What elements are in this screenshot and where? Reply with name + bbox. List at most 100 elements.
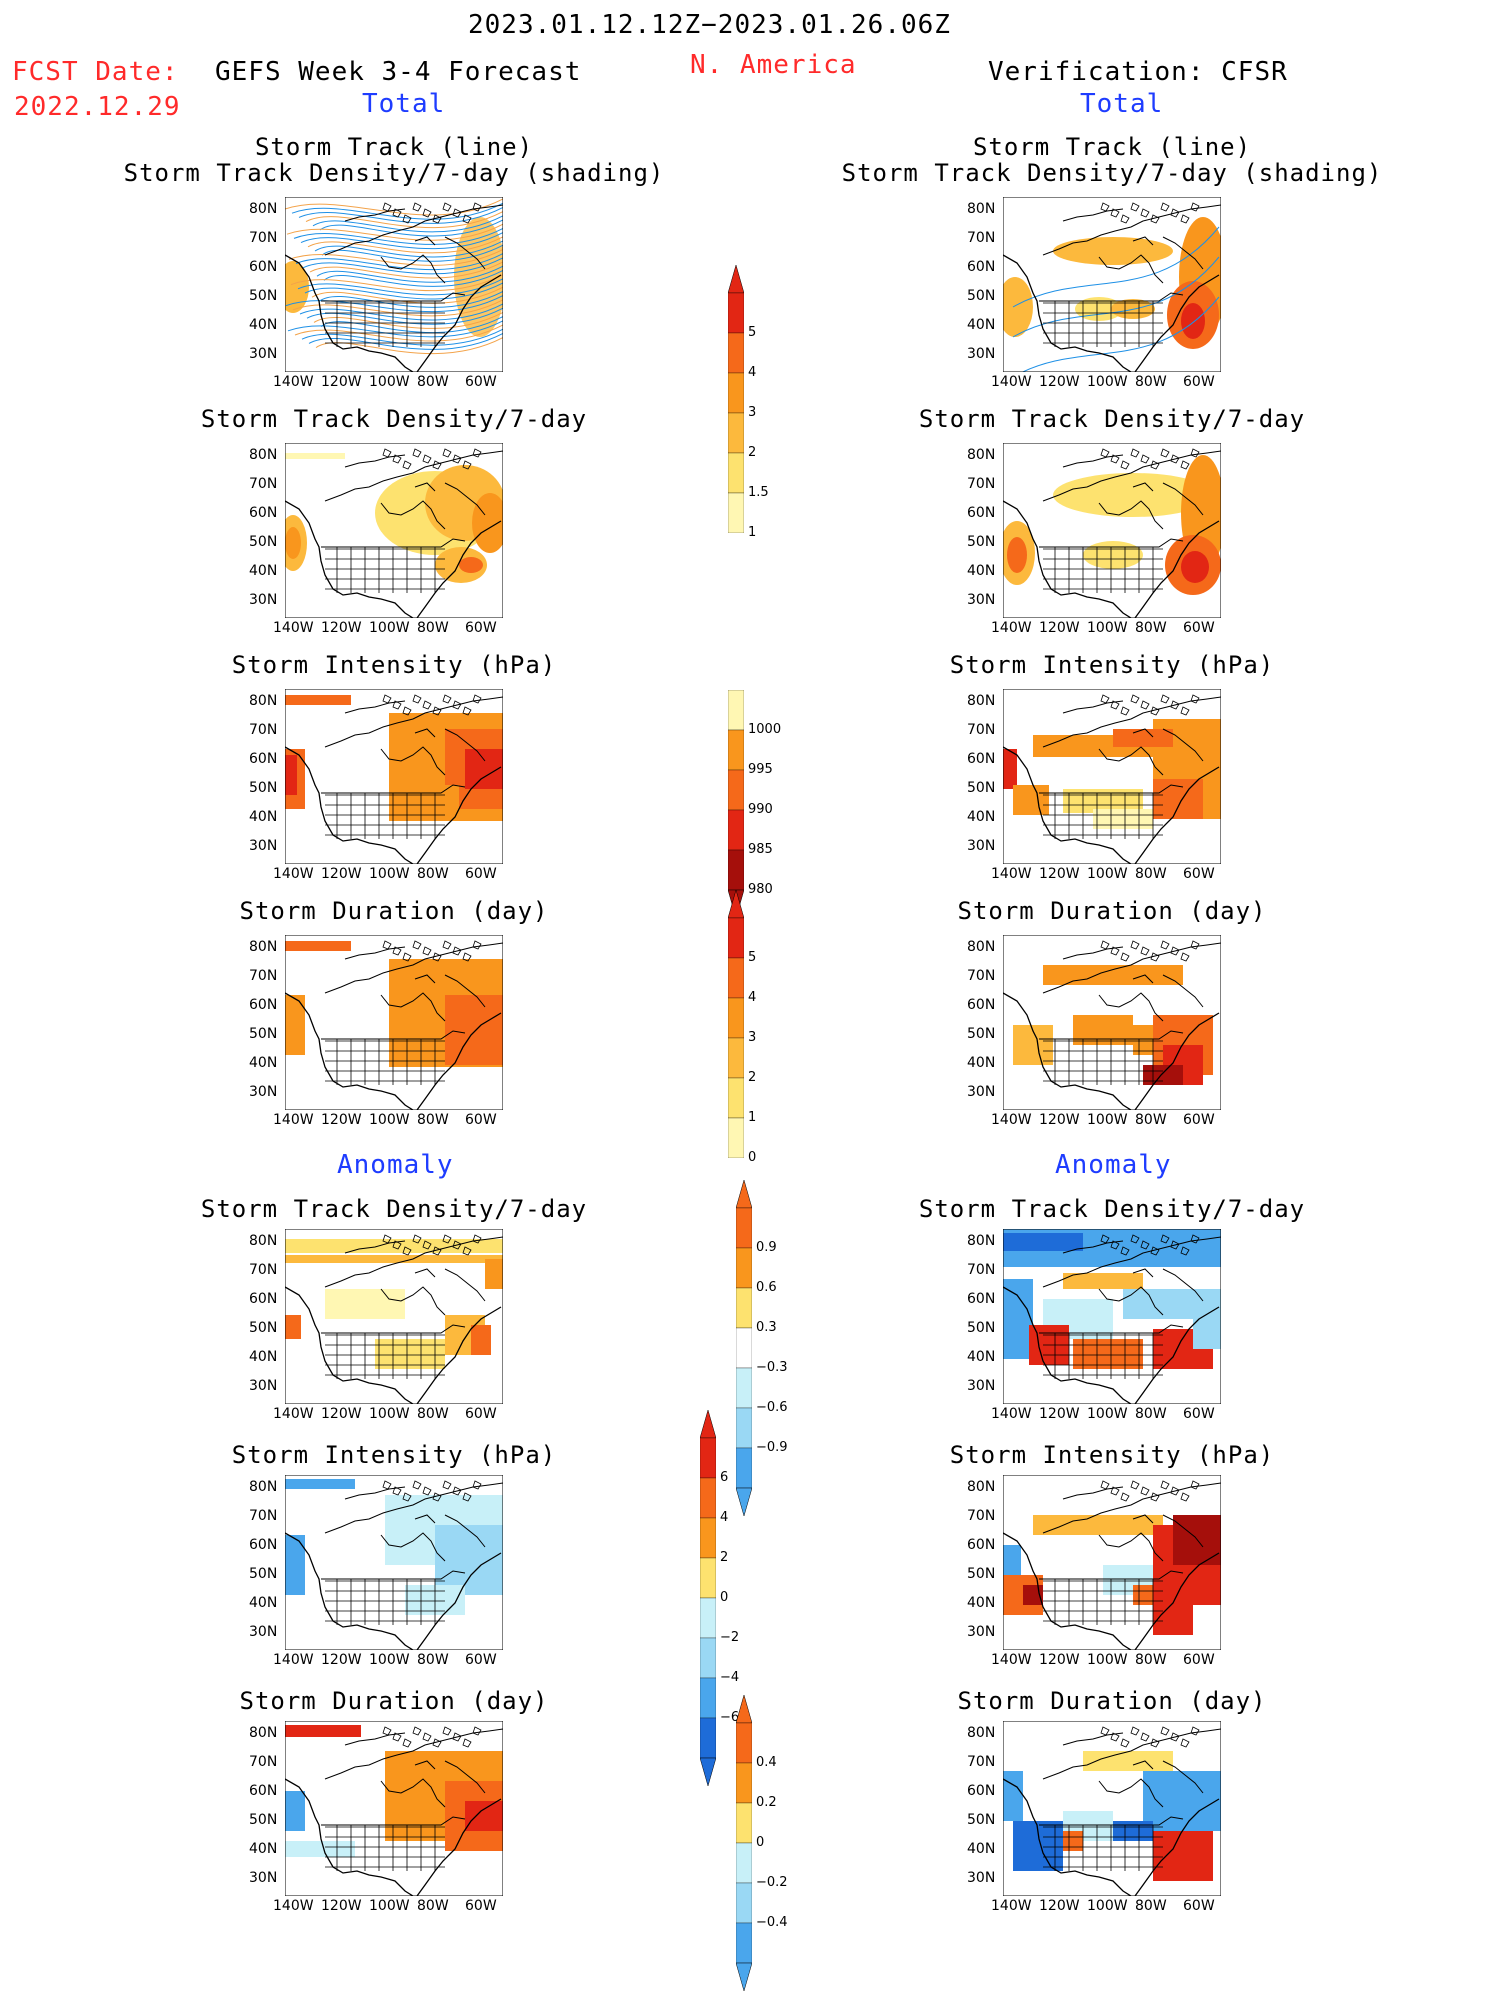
lon-label: 140W [273,1652,314,1668]
colorbar-tick: 1 [748,1110,757,1125]
lon-label: 140W [273,620,314,636]
lon-label: 120W [321,374,362,390]
lat-label: 50N [967,534,996,550]
lat-label: 70N [249,968,278,984]
lon-label: 140W [273,1898,314,1914]
lon-label: 60W [1183,620,1215,636]
lon-label: 100W [1087,620,1128,636]
colorbar-tick: 5 [748,950,757,965]
colorbar-tick: 0.4 [756,1755,777,1770]
lon-label: 60W [1183,1652,1215,1668]
lat-label: 80N [967,939,996,955]
lat-label: 60N [967,259,996,275]
lat-label: 60N [249,259,278,275]
lon-label: 120W [1039,620,1080,636]
lat-label: 80N [967,447,996,463]
lon-label: 60W [465,866,497,882]
colorbar-tick: 3 [748,1030,757,1045]
colorbar-tick: 4 [720,1510,729,1525]
lon-label: 120W [321,620,362,636]
lon-label: 80W [417,1112,449,1128]
lon-label: 120W [1039,1112,1080,1128]
colorbar-tick: 1 [748,525,757,540]
r5-right-title: Storm Track Density/7-day [918,1195,1306,1223]
colorbar-tick: 3 [748,405,757,420]
fcst-label: FCST Date: [12,57,179,87]
lat-label: 60N [249,1537,278,1553]
lat-label: 50N [967,1026,996,1042]
lon-label: 140W [273,1406,314,1422]
map-panel-r7-right: 80N 70N 60N 50N 40N 30N 140W 120W 100W 80W 60W [963,1721,1223,1931]
map-plot [285,1475,503,1650]
colorbar-tick: 0.3 [756,1320,777,1335]
map-plot [285,935,503,1110]
colorbar-tick: 0 [748,1150,757,1165]
lon-label: 60W [465,620,497,636]
lon-label: 120W [321,1406,362,1422]
colorbar-tick: 1.5 [748,485,769,500]
map-panel-r6-left: 80N 70N 60N 50N 40N 30N 140W 120W 100W 80W 60W [245,1475,505,1685]
r3-right-title: Storm Intensity (hPa) [949,651,1275,679]
lon-label: 80W [417,866,449,882]
lat-label: 40N [967,1055,996,1071]
lon-label: 100W [369,374,410,390]
lon-label: 60W [465,1898,497,1914]
lon-label: 80W [1135,374,1167,390]
lon-label: 120W [321,1898,362,1914]
lat-label: 70N [249,230,278,246]
lat-label: 60N [249,997,278,1013]
lat-label: 40N [967,1595,996,1611]
lon-label: 140W [991,374,1032,390]
lat-label: 60N [967,1291,996,1307]
lat-label: 70N [249,1262,278,1278]
lat-label: 50N [249,780,278,796]
lon-label: 120W [1039,866,1080,882]
map-plot [1003,935,1221,1110]
colorbar-tick: −0.6 [756,1400,788,1415]
lat-label: 70N [967,1754,996,1770]
map-plot [1003,1229,1221,1404]
total-right: Total [1080,89,1164,119]
lat-label: 60N [967,1537,996,1553]
colorbar-intensity-anomaly: 6 4 2 0 −2 −4 −6 [699,1409,739,1790]
lat-label: 30N [249,838,278,854]
colorbar-tick: −0.2 [756,1875,788,1890]
lon-label: 80W [417,1406,449,1422]
map-plot [285,689,503,864]
lat-label: 40N [967,809,996,825]
lat-label: 70N [967,1508,996,1524]
colorbar-tick: −6 [720,1710,740,1725]
anomaly-left: Anomaly [337,1150,454,1180]
lat-label: 30N [967,1378,996,1394]
colorbar-tick: 1000 [748,722,782,737]
lat-label: 70N [249,1508,278,1524]
lat-label: 70N [967,230,996,246]
lon-label: 140W [991,620,1032,636]
lat-label: 80N [967,693,996,709]
lat-label: 70N [967,476,996,492]
colorbar-tick: 4 [748,990,757,1005]
lon-label: 60W [1183,1112,1215,1128]
lat-label: 60N [249,505,278,521]
lat-label: 60N [249,1291,278,1307]
lat-label: 80N [967,201,996,217]
lat-label: 80N [967,1233,996,1249]
map-plot [285,197,503,372]
colorbar-density: 5 4 3 2 1.5 1 [727,264,769,540]
lat-label: 80N [249,1725,278,1741]
colorbar-tick: 6 [720,1470,729,1485]
lon-label: 100W [369,866,410,882]
lon-label: 60W [465,1652,497,1668]
lat-label: 30N [249,1870,278,1886]
colorbar-tick: 5 [748,325,757,340]
r7-right-title: Storm Duration (day) [957,1687,1267,1715]
lon-label: 140W [991,1652,1032,1668]
lat-label: 50N [249,1566,278,1582]
lat-label: 30N [967,1870,996,1886]
r6-right-title: Storm Intensity (hPa) [949,1441,1275,1469]
lon-label: 100W [1087,1652,1128,1668]
map-panel-r4-left: 80N 70N 60N 50N 40N 30N 140W 120W 100W 80W 60W [245,935,505,1145]
colorbar-tick: 2 [748,1070,757,1085]
lat-label: 40N [249,1055,278,1071]
map-panel-r2-right: 80N 70N 60N 50N 40N 30N 140W 120W 100W 80W 60W [963,443,1223,653]
